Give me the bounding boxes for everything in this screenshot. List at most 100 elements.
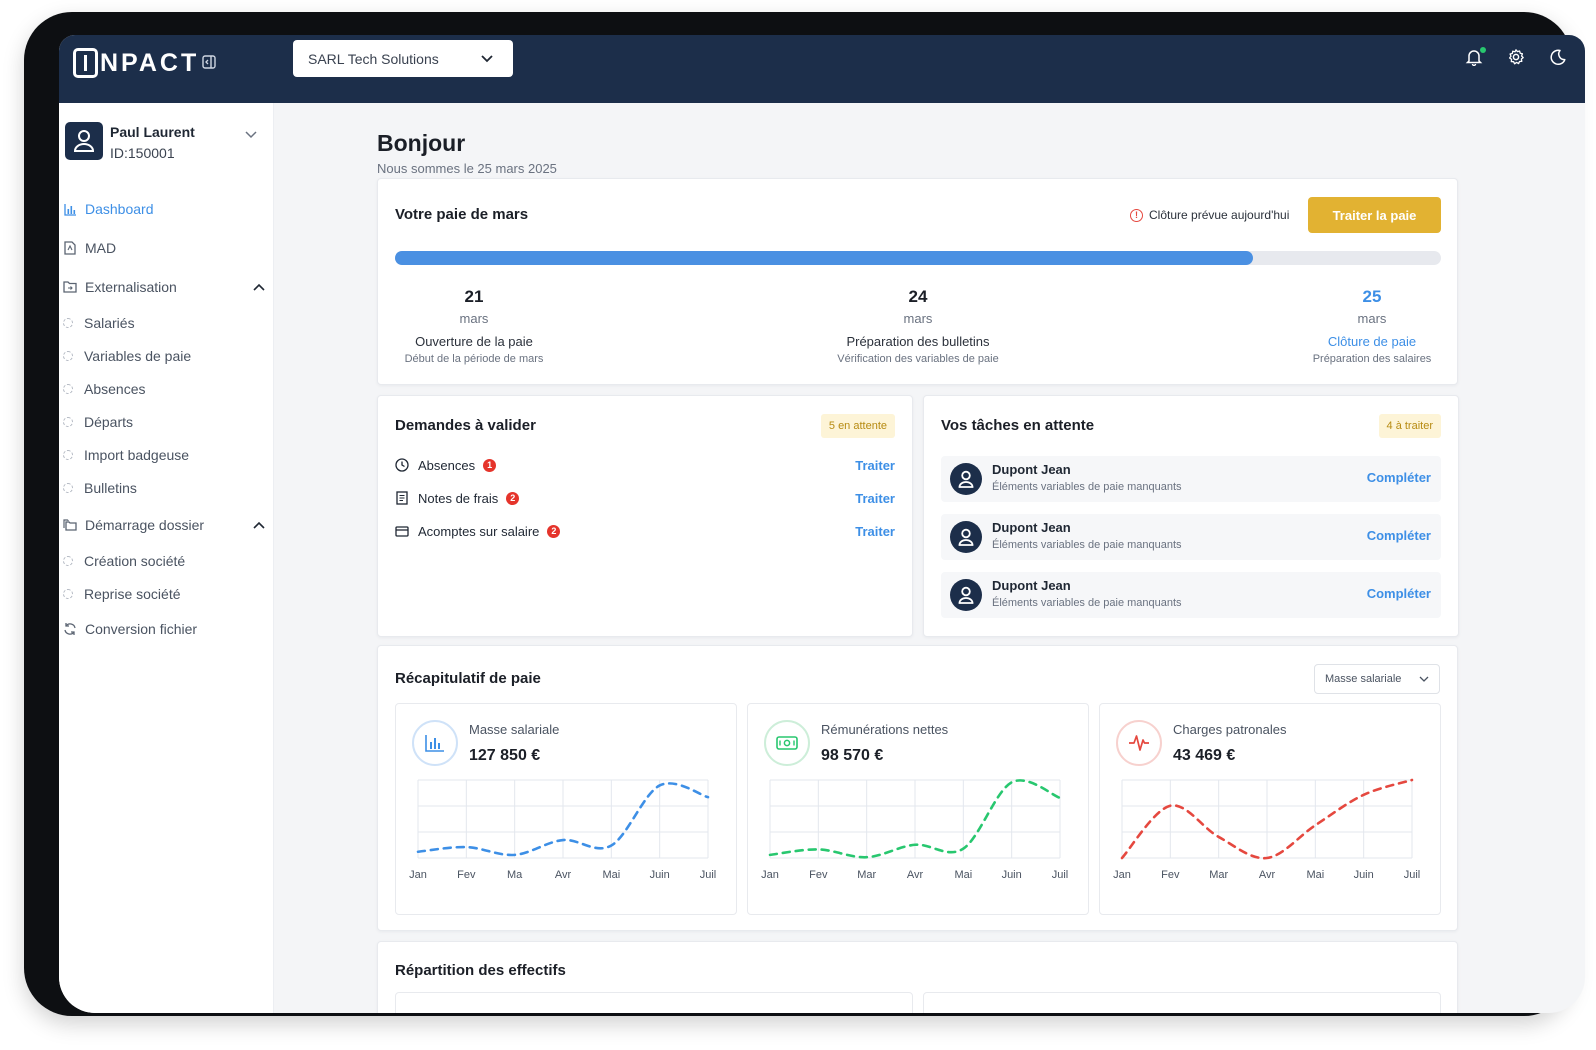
task-name: Dupont Jean [992, 462, 1071, 477]
card-title: Votre paie de mars [395, 206, 529, 223]
sidebar-item-label: Absences [84, 381, 146, 397]
chevron-down-icon [1419, 676, 1429, 682]
sidebar-item-bulletins[interactable]: Bulletins [63, 480, 137, 496]
chevron-down-icon [245, 131, 257, 139]
bar-chart-icon [412, 720, 458, 766]
folder-icon [63, 280, 77, 294]
step-sub: Vérification des variables de paie [837, 353, 999, 365]
pending-badge: 5 en attente [820, 414, 895, 438]
task-name: Dupont Jean [992, 578, 1071, 593]
bar-chart-icon [63, 202, 77, 216]
x-tick-label: Fev [809, 869, 828, 881]
sidebar-item-reprise-societe[interactable]: Reprise société [63, 586, 181, 602]
metric-select[interactable]: Masse salariale [1314, 664, 1440, 694]
sidebar-item-externalisation[interactable]: Externalisation [63, 279, 265, 295]
step-month: mars [459, 311, 489, 326]
sidebar-item-label: Création société [84, 553, 186, 569]
task-desc: Éléments variables de paie manquants [992, 539, 1182, 551]
credit-card-icon [395, 524, 409, 538]
step-opening: 21 mars Ouverture de la paie Début de la… [354, 287, 594, 365]
avatar [950, 521, 982, 553]
circle-dashed-icon [63, 318, 73, 328]
kpi-value: 127 850 € [469, 747, 541, 764]
sidebar-item-import-badgeuse[interactable]: Import badgeuse [63, 447, 189, 463]
brand-logo[interactable]: NPACT [73, 48, 199, 78]
count-badge: 2 [506, 491, 520, 505]
brand-name: NPACT [100, 48, 200, 77]
sidebar-item-demarrage[interactable]: Démarrage dossier [63, 517, 265, 533]
sidebar-item-label: MAD [85, 240, 117, 256]
company-select-value: SARL Tech Solutions [308, 50, 439, 67]
circle-dashed-icon [63, 351, 73, 361]
step-sub: Préparation des salaires [1312, 353, 1432, 365]
request-label: Acomptes sur salaire [418, 523, 540, 539]
app-screen: NPACT SARL Tech Solutions [59, 35, 1585, 1013]
process-link[interactable]: Traiter [855, 490, 895, 506]
sidebar-item-label: Départs [84, 414, 134, 430]
user-icon [958, 586, 974, 604]
card-title: Répartition des effectifs [395, 962, 566, 979]
request-label: Notes de frais [418, 490, 499, 506]
user-profile[interactable]: Paul Laurent ID:150001 [65, 121, 265, 167]
circle-dashed-icon [63, 589, 73, 599]
series-line [768, 779, 1062, 859]
line-chart: Jan Fev Ma Avr Mai Juin Juil [409, 779, 717, 881]
sidebar-item-label: Variables de paie [84, 348, 192, 364]
tasks-card: Vos tâches en attente 4 à traiter Dupont… [923, 395, 1459, 637]
sidebar-item-label: Conversion fichier [85, 621, 198, 637]
task-desc: Éléments variables de paie manquants [992, 481, 1182, 493]
sidebar-item-departs[interactable]: Départs [63, 414, 133, 430]
x-tick-label: Mai [1306, 869, 1324, 881]
user-id: ID:150001 [110, 145, 175, 161]
gear-icon[interactable] [1507, 48, 1527, 68]
complete-link[interactable]: Compléter [1366, 470, 1431, 485]
receipt-icon [395, 491, 409, 505]
payroll-card: Votre paie de mars ! Clôture prévue aujo… [377, 178, 1458, 385]
current-date: Nous sommes le 25 mars 2025 [377, 161, 557, 176]
main-content: Bonjour Nous sommes le 25 mars 2025 Votr… [274, 103, 1585, 1013]
request-row-advances: Acomptes sur salaire 2 Traiter [395, 521, 895, 541]
task-desc: Éléments variables de paie manquants [992, 597, 1182, 609]
workforce-distribution-card: Répartition des effectifs [377, 941, 1458, 1013]
x-tick-label: Mar [1209, 869, 1228, 881]
x-tick-label: Jan [409, 869, 427, 881]
sidebar-item-mad[interactable]: MAD [63, 240, 116, 256]
x-tick-label: Avr [555, 869, 572, 881]
x-tick-label: Juin [1354, 869, 1374, 881]
count-badge: 1 [483, 458, 497, 472]
circle-dashed-icon [63, 384, 73, 394]
complete-link[interactable]: Compléter [1366, 586, 1431, 601]
step-day: 24 [908, 287, 928, 306]
moon-icon[interactable] [1549, 48, 1569, 68]
sidebar-item-variables[interactable]: Variables de paie [63, 348, 191, 364]
x-tick-label: Mai [602, 869, 620, 881]
circle-dashed-icon [63, 450, 73, 460]
card-title: Vos tâches en attente [941, 417, 1095, 434]
sidebar-collapse-icon[interactable] [202, 55, 216, 74]
sidebar-item-absences[interactable]: Absences [63, 381, 145, 397]
process-link[interactable]: Traiter [855, 457, 895, 473]
card-title: Récapitulatif de paie [395, 670, 541, 687]
x-tick-label: Juil [700, 869, 717, 881]
banknote-icon [764, 720, 810, 766]
process-link[interactable]: Traiter [855, 523, 895, 539]
sidebar-item-salaries[interactable]: Salariés [63, 315, 135, 331]
sidebar-item-creation-societe[interactable]: Création société [63, 553, 185, 569]
sidebar-item-dashboard[interactable]: Dashboard [63, 201, 154, 217]
step-preparation: 24 mars Préparation des bulletins Vérifi… [798, 287, 1038, 365]
document-icon [63, 241, 77, 255]
complete-link[interactable]: Compléter [1366, 528, 1431, 543]
process-payroll-button[interactable]: Traiter la paie [1308, 197, 1441, 233]
sidebar-item-conversion[interactable]: Conversion fichier [63, 621, 197, 637]
x-tick-label: Juil [1052, 869, 1069, 881]
x-tick-label: Avr [907, 869, 924, 881]
step-label: Préparation des bulletins [846, 334, 990, 349]
company-select[interactable]: SARL Tech Solutions [293, 40, 513, 77]
page-title: Bonjour [377, 130, 466, 156]
sidebar-item-label: Externalisation [85, 279, 177, 295]
x-tick-label: Mai [954, 869, 972, 881]
bell-icon[interactable] [1465, 47, 1486, 68]
metric-select-value: Masse salariale [1325, 673, 1402, 685]
request-label: Absences [418, 457, 476, 473]
kpi-card-employer-charges: Charges patronales 43 469 € Jan Fev Mar Avr… [1099, 703, 1441, 915]
